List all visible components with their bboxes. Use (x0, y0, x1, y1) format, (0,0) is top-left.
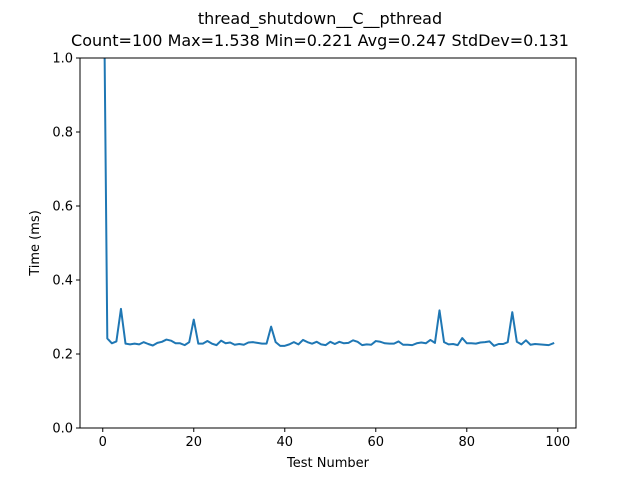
x-tick-label: 100 (545, 435, 570, 450)
x-tick-label: 40 (276, 435, 293, 450)
plot-frame (79, 57, 577, 429)
series-marks (103, 58, 555, 347)
series-line (103, 58, 555, 347)
y-tick-label: 0.4 (52, 274, 73, 289)
x-tick-label: 0 (99, 435, 107, 450)
y-tick-label: 0.2 (52, 348, 73, 363)
y-axis: 0.0 0.2 0.4 0.6 0.8 1.0 (52, 52, 80, 437)
x-tick-label: 20 (185, 435, 202, 450)
x-tick-label: 60 (368, 435, 385, 450)
x-axis-label: Test Number (286, 456, 370, 471)
chart-title: thread_shutdown__C__pthread (198, 9, 442, 29)
plot-area: 0 20 40 60 80 100 0.0 0.2 0.4 0.6 0.8 1.0 (52, 52, 577, 450)
x-axis: 0 20 40 60 80 100 (99, 428, 570, 450)
y-tick-label: 0.6 (52, 200, 73, 215)
y-tick-label: 0.0 (52, 422, 73, 437)
y-axis-label: Time (ms) (28, 210, 43, 277)
chart-subtitle: Count=100 Max=1.538 Min=0.221 Avg=0.247 … (71, 31, 569, 50)
y-tick-label: 0.8 (52, 126, 73, 141)
y-tick-label: 1.0 (52, 52, 73, 67)
x-tick-label: 80 (459, 435, 476, 450)
